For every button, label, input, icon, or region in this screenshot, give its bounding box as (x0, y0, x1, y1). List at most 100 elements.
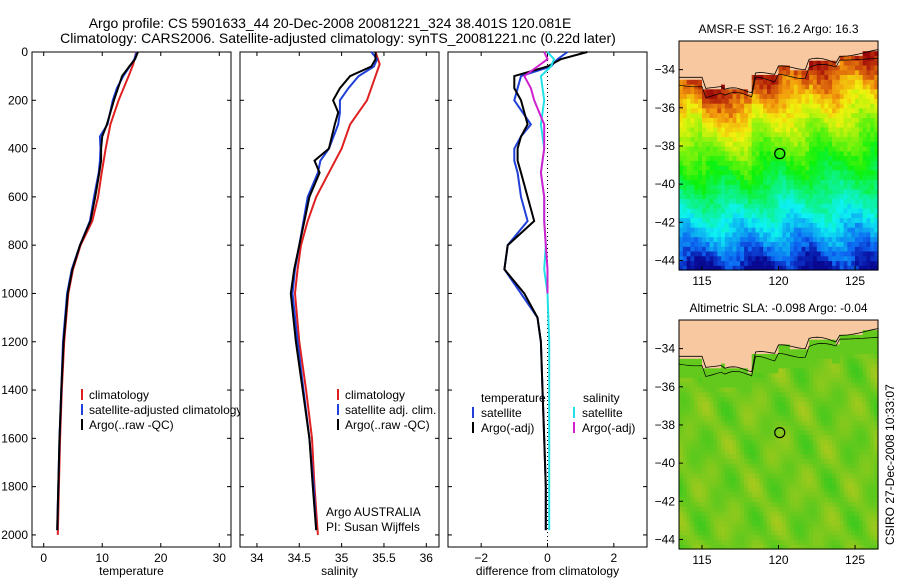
map-cell (679, 334, 684, 340)
map-cell (732, 487, 737, 493)
map-cell (698, 429, 703, 436)
map-cell (782, 467, 787, 474)
map-cell (812, 463, 818, 469)
map-cell (751, 103, 757, 109)
map-cell (698, 150, 703, 157)
map-cell (682, 320, 688, 326)
map-cell (736, 343, 741, 350)
map-cell (721, 420, 726, 426)
map-cell (751, 506, 757, 512)
map-cell (744, 117, 749, 123)
map-cell (728, 165, 734, 171)
map-cell (770, 60, 776, 66)
map-cell (747, 165, 753, 171)
map-cell (816, 515, 822, 521)
map-cell (759, 458, 764, 464)
map-cell (728, 98, 734, 104)
map-cell (855, 74, 860, 80)
map-cell (851, 525, 856, 531)
map-cell (740, 329, 745, 335)
map-cell (717, 496, 722, 502)
map-cell (721, 358, 726, 364)
map-cell (786, 425, 791, 431)
map-cell (778, 444, 783, 450)
map-cell (755, 93, 760, 99)
map-cell (832, 165, 837, 171)
map-cell (724, 98, 730, 104)
map-cell (690, 246, 695, 252)
map-cell (763, 544, 768, 550)
map-cell (763, 83, 768, 90)
map-cell (843, 367, 848, 374)
map-cell (824, 320, 829, 326)
map-cell (713, 386, 718, 393)
map-cell (736, 515, 741, 521)
map-cell (732, 544, 737, 550)
map-cell (744, 467, 749, 474)
map-cell (851, 231, 856, 238)
map-cell (835, 83, 841, 90)
map-cell (763, 491, 768, 498)
map-cell (759, 112, 764, 118)
map-cell (736, 136, 741, 142)
map-cell (744, 141, 749, 147)
map-cell (824, 329, 829, 335)
map-cell (824, 227, 829, 233)
map-cell (763, 382, 768, 388)
map-cell (801, 405, 806, 412)
map-cell (835, 439, 841, 445)
map-cell (847, 358, 852, 364)
map-cell (855, 463, 860, 469)
map-cell (679, 501, 684, 507)
map-cell (805, 434, 810, 440)
map-cell (778, 520, 783, 526)
map-cell (728, 477, 734, 483)
map-cell (790, 241, 795, 247)
map-cell (736, 112, 741, 118)
map-cell (851, 179, 856, 185)
map-cell (747, 260, 753, 266)
map-cell (782, 534, 787, 541)
map-cell (824, 131, 829, 137)
map-cell (740, 472, 745, 479)
map-cell (686, 212, 692, 219)
map-cell (736, 103, 741, 109)
map-cell (847, 98, 852, 104)
map-cell (774, 146, 780, 152)
map-cell (774, 241, 780, 247)
map-cell (759, 64, 764, 71)
map-cell (862, 501, 868, 507)
map-cell (679, 208, 684, 214)
map-cell (782, 98, 787, 104)
map-cell (801, 112, 806, 118)
map-cell (767, 491, 772, 498)
map-cell (747, 377, 753, 383)
map-cell (843, 501, 848, 507)
map-cell (851, 208, 856, 214)
map-cell (774, 544, 780, 550)
map-cell (721, 415, 726, 421)
map-cell (728, 382, 734, 388)
map-cell (755, 515, 760, 521)
map-cell (847, 88, 852, 95)
map-cell (828, 405, 833, 412)
map-cell (740, 98, 745, 104)
map-cell (717, 236, 722, 242)
map-cell (747, 198, 753, 204)
map-cell (862, 41, 868, 47)
map-cell (709, 155, 714, 161)
map-cell (679, 396, 684, 402)
map-cell (721, 93, 726, 99)
map-cell (793, 353, 799, 359)
map-cell (782, 50, 787, 56)
map-cell (763, 425, 768, 431)
map-cell (828, 98, 833, 104)
map-cell (835, 250, 841, 257)
map-cell (824, 482, 829, 488)
map-cell (694, 79, 699, 85)
map-cell (835, 45, 841, 52)
map-cell (698, 496, 703, 502)
map-cell (820, 250, 825, 257)
map-cell (839, 444, 845, 450)
map-cell (679, 260, 684, 266)
